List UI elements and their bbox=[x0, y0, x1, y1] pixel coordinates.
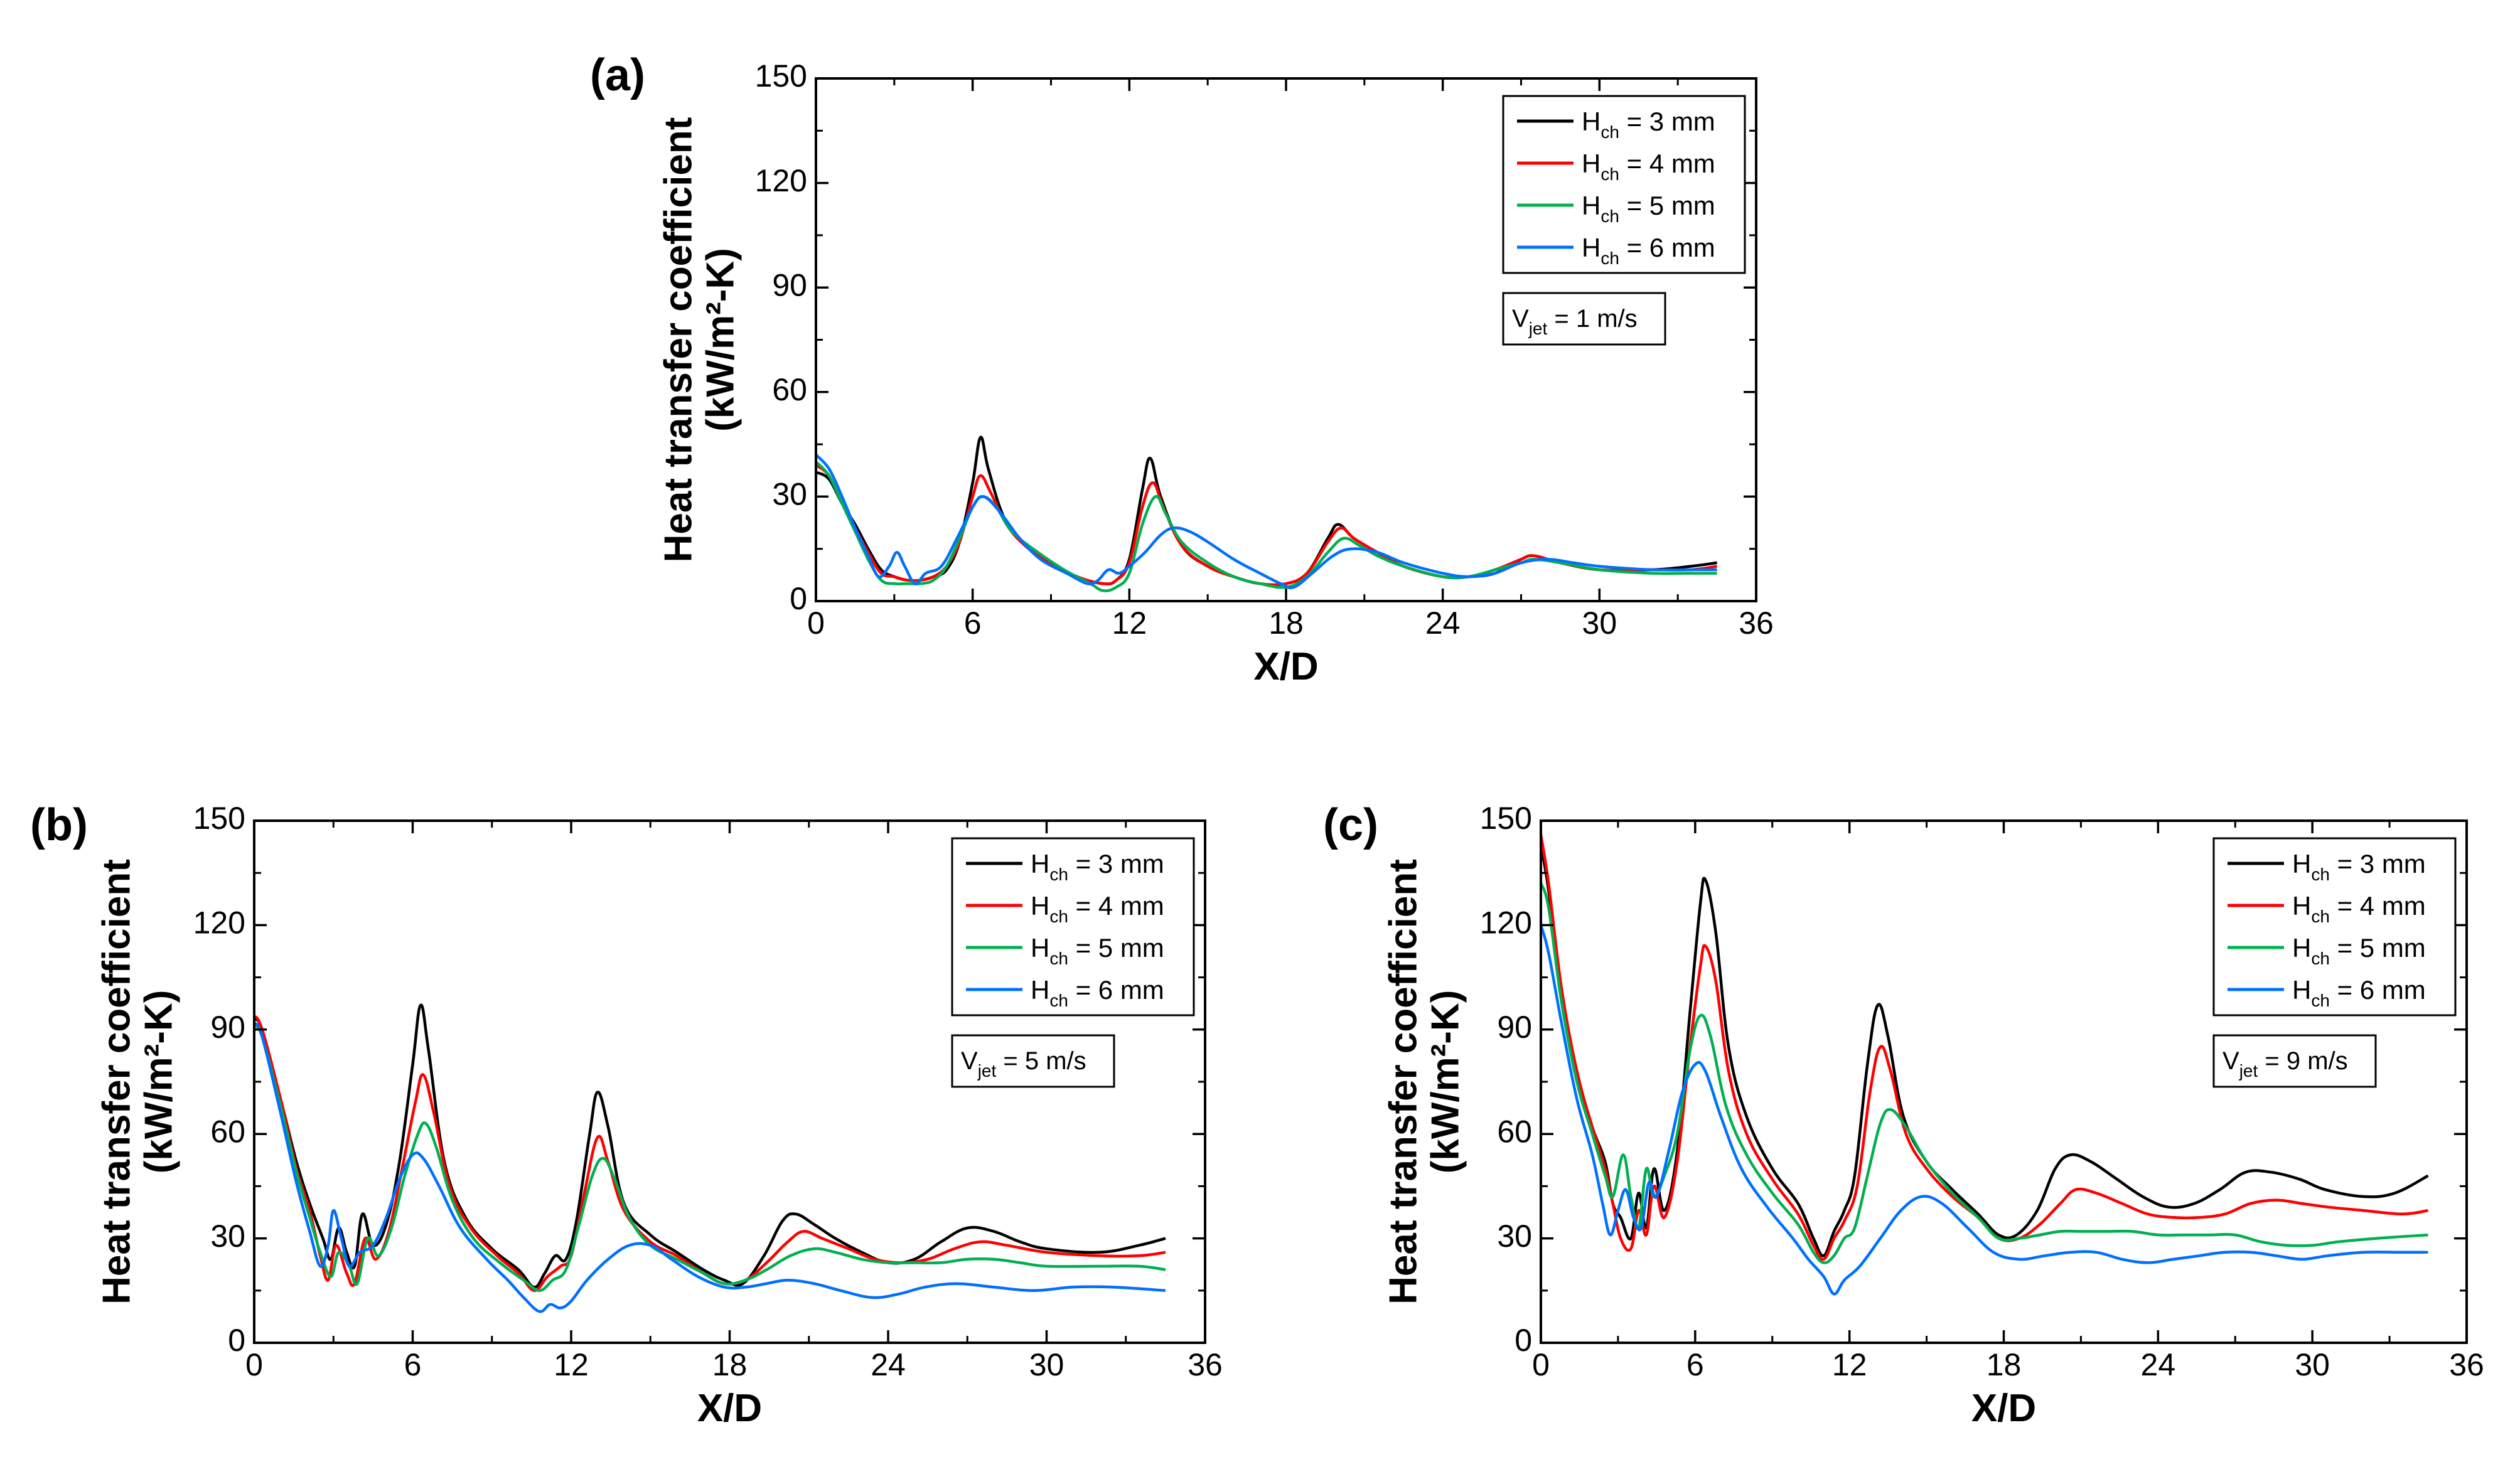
series-line-6mm bbox=[254, 1022, 1166, 1313]
y-tick-label: 90 bbox=[210, 1010, 245, 1045]
series-line-4mm bbox=[1541, 834, 2428, 1261]
panel-label: (c) bbox=[1323, 800, 1378, 850]
annotation-box bbox=[1502, 292, 1666, 346]
y-axis-unit: (kW/m²-K) bbox=[699, 248, 742, 432]
chart-panel-1: (b) 0 6 12 18 24 30 36 0 30 60 90 120 150 X/D Heat tran… bbox=[30, 800, 1223, 1430]
annotation-box bbox=[2212, 1034, 2377, 1088]
y-tick-label: 30 bbox=[210, 1219, 245, 1254]
y-axis-title: Heat transfer coefficient bbox=[657, 117, 700, 563]
legend-label: Hch = 3 mm bbox=[2292, 849, 2426, 884]
legend-label: Hch = 3 mm bbox=[1031, 849, 1164, 884]
series-line-3mm bbox=[1541, 845, 2429, 1257]
x-tick-label: 30 bbox=[1582, 606, 1617, 641]
chart-panel-0: (a) 0 6 12 18 24 30 36 0 30 60 90 120 150 X/D Heat tran… bbox=[590, 50, 1774, 688]
x-tick-label: 36 bbox=[2449, 1347, 2484, 1382]
y-tick-label: 60 bbox=[210, 1114, 245, 1149]
velocity-annotation: Vjet = 9 m/s bbox=[2222, 1047, 2348, 1080]
x-axis-title: X/D bbox=[697, 1387, 762, 1430]
y-tick-label: 60 bbox=[1497, 1114, 1532, 1149]
y-tick-label: 120 bbox=[1480, 905, 1532, 941]
x-tick-label: 36 bbox=[1739, 606, 1774, 641]
legend-box bbox=[951, 837, 1195, 1016]
x-tick-label: 36 bbox=[1188, 1347, 1223, 1382]
legend-label: Hch = 6 mm bbox=[2292, 975, 2426, 1010]
x-tick-label: 12 bbox=[554, 1347, 589, 1382]
y-tick-label: 0 bbox=[228, 1323, 245, 1358]
annotation-box bbox=[951, 1034, 1115, 1088]
x-tick-label: 24 bbox=[2141, 1347, 2176, 1382]
x-tick-label: 24 bbox=[1425, 606, 1461, 641]
velocity-annotation: Vjet = 5 m/s bbox=[961, 1047, 1086, 1080]
x-axis-title: X/D bbox=[1253, 645, 1318, 688]
x-tick-label: 6 bbox=[964, 606, 982, 641]
legend-label: Hch = 4 mm bbox=[1031, 891, 1164, 926]
x-tick-label: 6 bbox=[404, 1347, 422, 1382]
legend-label: Hch = 5 mm bbox=[1582, 191, 1715, 226]
legend-box bbox=[1502, 95, 1746, 274]
x-tick-label: 0 bbox=[1532, 1347, 1550, 1382]
series-line-6mm bbox=[1541, 924, 2428, 1296]
y-tick-label: 0 bbox=[790, 581, 807, 616]
panel-label: (a) bbox=[590, 50, 645, 100]
x-tick-label: 30 bbox=[2295, 1347, 2330, 1382]
x-tick-label: 6 bbox=[1686, 1347, 1704, 1382]
y-axis-title: Heat transfer coefficient bbox=[95, 859, 138, 1305]
y-axis-unit: (kW/m²-K) bbox=[1424, 990, 1467, 1174]
legend-label: Hch = 4 mm bbox=[1582, 149, 1715, 184]
panel-label: (b) bbox=[30, 800, 88, 850]
y-tick-label: 30 bbox=[772, 477, 807, 512]
x-tick-label: 0 bbox=[245, 1347, 263, 1382]
legend-label: Hch = 3 mm bbox=[1582, 107, 1715, 142]
series-line-5mm bbox=[816, 461, 1717, 592]
y-axis-unit: (kW/m²-K) bbox=[137, 990, 180, 1174]
y-tick-label: 0 bbox=[1515, 1323, 1532, 1358]
x-tick-label: 12 bbox=[1832, 1347, 1867, 1382]
y-tick-label: 90 bbox=[772, 267, 807, 302]
y-tick-label: 60 bbox=[772, 372, 807, 407]
y-tick-label: 150 bbox=[755, 58, 807, 93]
x-axis-title: X/D bbox=[1971, 1387, 2036, 1430]
series-line-6mm bbox=[816, 454, 1717, 589]
x-tick-label: 18 bbox=[712, 1347, 748, 1382]
x-tick-label: 24 bbox=[871, 1347, 906, 1382]
legend-label: Hch = 4 mm bbox=[2292, 891, 2426, 926]
velocity-annotation: Vjet = 1 m/s bbox=[1512, 305, 1638, 338]
x-tick-label: 18 bbox=[1987, 1347, 2022, 1382]
legend-label: Hch = 6 mm bbox=[1582, 233, 1715, 268]
x-tick-label: 18 bbox=[1268, 606, 1304, 641]
legend-label: Hch = 6 mm bbox=[1031, 975, 1164, 1010]
y-tick-label: 150 bbox=[193, 801, 245, 836]
series-line-5mm bbox=[1541, 882, 2428, 1264]
x-tick-label: 30 bbox=[1029, 1347, 1064, 1382]
y-tick-label: 30 bbox=[1497, 1219, 1532, 1254]
legend-label: Hch = 5 mm bbox=[1031, 933, 1164, 968]
y-tick-label: 90 bbox=[1497, 1010, 1532, 1045]
y-tick-label: 120 bbox=[193, 905, 245, 941]
legend-box bbox=[2212, 837, 2457, 1016]
x-tick-label: 12 bbox=[1112, 606, 1147, 641]
legend-label: Hch = 5 mm bbox=[2292, 933, 2426, 968]
y-tick-label: 120 bbox=[755, 163, 807, 198]
y-tick-label: 150 bbox=[1480, 801, 1532, 836]
x-tick-label: 0 bbox=[807, 606, 825, 641]
y-axis-title: Heat transfer coefficient bbox=[1381, 859, 1425, 1305]
chart-panel-2: (c) 0 6 12 18 24 30 36 0 30 60 90 120 150 X/D Heat tran… bbox=[1323, 800, 2484, 1430]
